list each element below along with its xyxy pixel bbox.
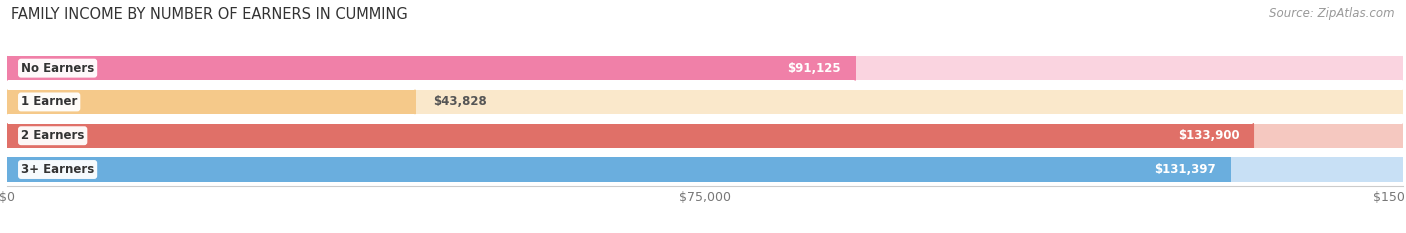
Text: $131,397: $131,397 xyxy=(1154,163,1216,176)
Bar xyxy=(7,90,415,114)
Text: 1 Earner: 1 Earner xyxy=(21,96,77,108)
Text: FAMILY INCOME BY NUMBER OF EARNERS IN CUMMING: FAMILY INCOME BY NUMBER OF EARNERS IN CU… xyxy=(11,7,408,22)
Bar xyxy=(7,123,1403,148)
Bar xyxy=(7,123,1253,148)
Text: 3+ Earners: 3+ Earners xyxy=(21,163,94,176)
Bar xyxy=(7,90,1403,114)
Bar xyxy=(7,157,1403,182)
Bar xyxy=(7,56,855,80)
Text: 2 Earners: 2 Earners xyxy=(21,129,84,142)
Text: Source: ZipAtlas.com: Source: ZipAtlas.com xyxy=(1270,7,1395,20)
Text: $91,125: $91,125 xyxy=(787,62,841,75)
Text: $43,828: $43,828 xyxy=(433,96,488,108)
Text: $133,900: $133,900 xyxy=(1178,129,1239,142)
Bar xyxy=(7,56,1403,80)
Text: No Earners: No Earners xyxy=(21,62,94,75)
Bar xyxy=(7,157,1230,182)
